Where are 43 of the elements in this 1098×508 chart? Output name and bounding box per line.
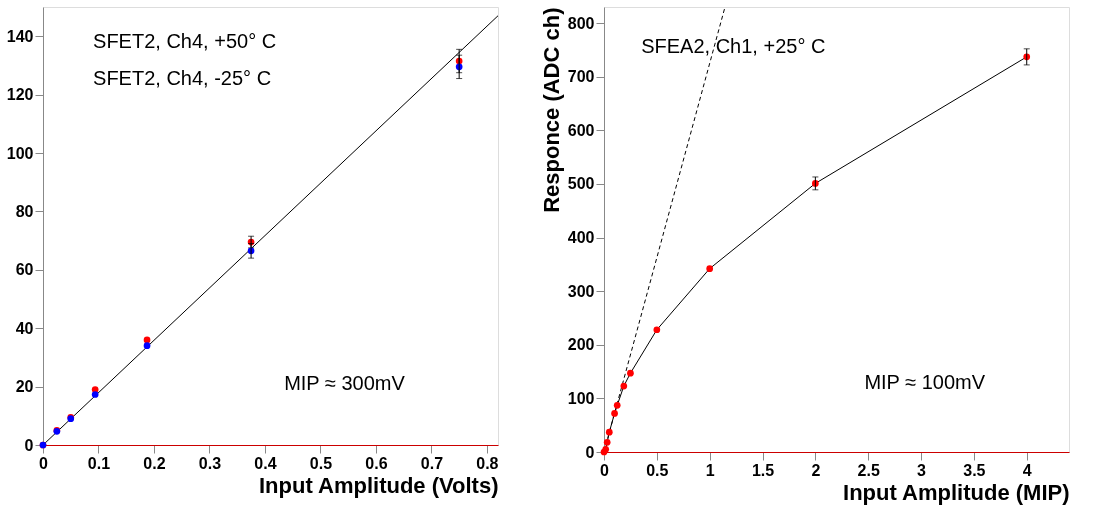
x-tick-label: 3.5 (963, 461, 986, 479)
y-tick-label: 500 (567, 175, 595, 193)
x-axis-title: Input Amplitude (Volts) (258, 472, 499, 498)
annotation: MIP ≈ 100mV (864, 371, 986, 394)
y-tick-label: 700 (567, 68, 595, 86)
x-tick-label: 1 (705, 461, 715, 479)
y-tick-label: 120 (6, 86, 34, 104)
y-tick-label: 80 (15, 202, 34, 220)
x-tick-label: 0.8 (476, 454, 499, 472)
x-tick-label: 0.3 (198, 454, 222, 472)
annotation: SFET2, Ch4, +50° C (93, 30, 277, 53)
annotation: SFET2, Ch4, -25° C (93, 67, 272, 90)
x-tick-label: 0.1 (87, 454, 111, 472)
y-tick-label: 60 (15, 261, 34, 279)
y-tick-label: 100 (6, 144, 34, 162)
y-tick-label: 600 (567, 121, 595, 139)
x-tick-label: 4 (1022, 461, 1032, 479)
y-tick-label: 100 (567, 389, 595, 407)
y-tick-label: 400 (567, 229, 595, 247)
y-tick-label: 40 (15, 319, 34, 337)
annotation: SFEA2, Ch1, +25° C (641, 35, 826, 58)
x-tick-label: 2.5 (857, 461, 880, 479)
y-tick-label: 200 (567, 336, 595, 354)
y-tick-label: 0 (24, 436, 34, 454)
y-tick-label: 140 (6, 27, 34, 45)
y-tick-label: 20 (15, 378, 34, 396)
x-tick-label: 0.5 (646, 461, 669, 479)
y-tick-label: 300 (567, 282, 595, 300)
x-tick-label: 0 (39, 454, 49, 472)
x-tick-label: 2 (811, 461, 821, 479)
x-tick-label: 0.2 (143, 454, 166, 472)
x-axis-title: Input Amplitude (MIP) (843, 479, 1070, 505)
y-tick-label: 800 (567, 14, 595, 32)
x-tick-label: 0.7 (420, 454, 444, 472)
annotation: MIP ≈ 300mV (284, 371, 406, 394)
x-tick-label: 0.4 (254, 454, 277, 472)
x-tick-label: 0.5 (309, 454, 333, 472)
y-axis-title: Responce (ADC ch) (538, 7, 564, 213)
x-tick-label: 0.6 (365, 454, 388, 472)
y-tick-label: 0 (585, 443, 595, 461)
x-tick-label: 0 (600, 461, 610, 479)
x-tick-label: 1.5 (751, 461, 775, 479)
x-tick-label: 3 (917, 461, 927, 479)
